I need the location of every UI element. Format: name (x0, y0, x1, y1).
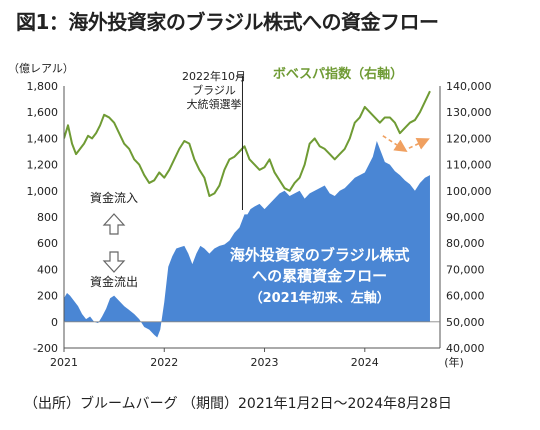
left-tick-label: 400 (37, 263, 58, 276)
outflow-arrow-icon (102, 251, 126, 273)
right-tick-label: 80,000 (446, 237, 485, 250)
election-pointer-line (236, 75, 243, 210)
x-tick-label: 2023 (251, 356, 279, 369)
bovespa-line (64, 90, 431, 198)
left-axis-unit: （億レアル） (8, 62, 74, 75)
right-tick-label: 60,000 (446, 290, 485, 303)
right-tick-label: 130,000 (446, 106, 492, 119)
right-tick-label: 90,000 (446, 211, 485, 224)
right-tick-label: 110,000 (446, 159, 492, 172)
left-tick-label: 200 (37, 290, 58, 303)
right-tick-label: 50,000 (446, 316, 485, 329)
right-tick-label: 100,000 (446, 185, 492, 198)
bovespa-line-layer (64, 90, 431, 198)
right-tick-label: 140,000 (446, 80, 492, 93)
cumulative-flow-area (64, 141, 430, 338)
x-tick-label: 2024 (351, 356, 379, 369)
x-axis-label: (年) (444, 355, 464, 369)
left-tick-label: 1,600 (27, 106, 59, 119)
flow-area-label-line: （2021年初来、左軸） (250, 290, 390, 306)
flow-area-layer (64, 141, 430, 338)
flow-area-label-line: 海外投資家のブラジル株式 (230, 246, 410, 264)
election-label-line: ブラジル (192, 83, 236, 97)
x-tick-label: 2022 (150, 356, 178, 369)
left-tick-label: 1,400 (27, 132, 59, 145)
election-label-line: 大統領選挙 (187, 97, 242, 111)
x-tick-label: 2021 (50, 356, 78, 369)
chart-title: 図1：海外投資家のブラジル株式への資金フロー (16, 10, 439, 34)
right-tick-label: 40,000 (446, 342, 485, 355)
inflow-arrow-icon (102, 213, 126, 235)
election-label-line: 2022年10月 (182, 69, 246, 83)
right-tick-label: 120,000 (446, 132, 492, 145)
left-tick-label: 600 (37, 237, 58, 250)
inflow-label: 資金流入 (90, 190, 138, 205)
right-tick-label: 70,000 (446, 263, 485, 276)
trend-arrow-down (382, 135, 408, 152)
source-note: （出所）ブルームバーグ （期間）2021年1月2日～2024年8月28日 (24, 396, 452, 412)
left-tick-label: 1,200 (27, 159, 59, 172)
trend-arrow-up (408, 137, 430, 150)
bovespa-legend-label: ボベスパ指数（右軸） (273, 66, 403, 82)
axis-layer: -200 0 200 400 600 800 1,000 1,200 1,400 1,600 1,8… (8, 62, 492, 369)
flow-area-label-line: への累積資金フロー (252, 267, 387, 285)
left-tick-label: 0 (51, 316, 58, 329)
outflow-label: 資金流出 (90, 274, 138, 289)
left-tick-label: 1,000 (27, 185, 59, 198)
left-tick-label: 1,800 (27, 80, 59, 93)
left-tick-label: -200 (33, 342, 58, 355)
left-tick-label: 800 (37, 211, 58, 224)
